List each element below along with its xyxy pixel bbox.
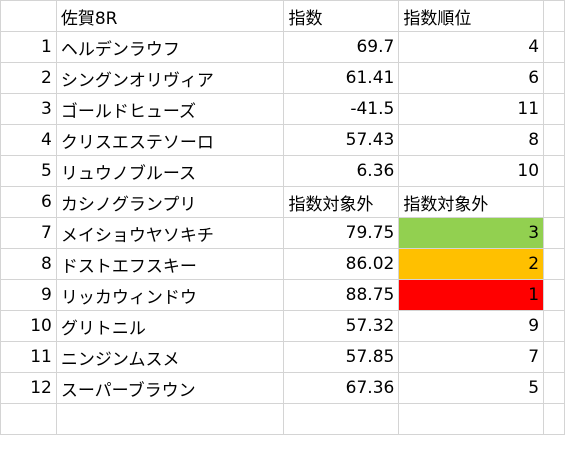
index-cell[interactable]: 57.43 <box>283 124 400 156</box>
row-number[interactable]: 3 <box>0 93 57 125</box>
index-cell[interactable]: 57.85 <box>283 341 400 373</box>
rank-cell[interactable]: 2 <box>398 248 545 280</box>
data-grid: 佐賀8R 指数 指数順位 1 ヘルデンラウフ 69.7 4 2 シングンオリヴィア 61.4… <box>0 0 565 435</box>
rank-cell[interactable]: 6 <box>398 62 545 94</box>
empty-cell[interactable] <box>543 124 565 156</box>
rank-cell[interactable]: 4 <box>398 31 545 63</box>
empty-cell[interactable] <box>543 93 565 125</box>
empty-cell[interactable] <box>543 248 565 280</box>
horse-name-cell[interactable]: クリスエステソーロ <box>55 124 285 156</box>
horse-name-cell[interactable]: メイショウヤソキチ <box>55 217 285 249</box>
empty-cell[interactable] <box>543 341 565 373</box>
empty-cell[interactable] <box>543 217 565 249</box>
rank-cell[interactable]: 9 <box>398 310 545 342</box>
rank-cell[interactable]: 3 <box>398 217 545 249</box>
empty-cell[interactable] <box>543 310 565 342</box>
row-number[interactable]: 6 <box>0 186 57 218</box>
horse-name-cell[interactable]: ニンジンムスメ <box>55 341 285 373</box>
row-number[interactable]: 1 <box>0 31 57 63</box>
table-row: 8 ドストエフスキー 86.02 2 <box>0 248 565 280</box>
header-row: 佐賀8R 指数 指数順位 <box>0 0 565 32</box>
index-cell[interactable]: 88.75 <box>283 279 400 311</box>
table-row: 7 メイショウヤソキチ 79.75 3 <box>0 217 565 249</box>
table-row: 4 クリスエステソーロ 57.43 8 <box>0 124 565 156</box>
rank-cell[interactable]: 7 <box>398 341 545 373</box>
empty-cell[interactable] <box>283 403 400 435</box>
rank-cell[interactable]: 11 <box>398 93 545 125</box>
empty-cell[interactable] <box>543 403 565 435</box>
empty-cell[interactable] <box>543 372 565 404</box>
header-race[interactable]: 佐賀8R <box>55 0 285 32</box>
index-cell[interactable]: 67.36 <box>283 372 400 404</box>
empty-cell[interactable] <box>543 31 565 63</box>
row-number[interactable]: 11 <box>0 341 57 373</box>
table-row: 3 ゴールドヒューズ -41.5 11 <box>0 93 565 125</box>
empty-cell[interactable] <box>543 279 565 311</box>
empty-cell[interactable] <box>543 155 565 187</box>
header-index[interactable]: 指数 <box>283 0 400 32</box>
table-row: 12 スーパーブラウン 67.36 5 <box>0 372 565 404</box>
index-cell[interactable]: 指数対象外 <box>283 186 400 218</box>
row-number[interactable]: 12 <box>0 372 57 404</box>
row-number[interactable]: 5 <box>0 155 57 187</box>
horse-name-cell[interactable]: リュウノブルース <box>55 155 285 187</box>
empty-cell[interactable] <box>543 0 565 32</box>
empty-cell[interactable] <box>55 403 285 435</box>
index-cell[interactable]: -41.5 <box>283 93 400 125</box>
rank-cell[interactable]: 5 <box>398 372 545 404</box>
horse-name-cell[interactable]: グリトニル <box>55 310 285 342</box>
trailing-row <box>0 403 565 435</box>
empty-cell[interactable] <box>543 186 565 218</box>
table-row: 6 カシノグランプリ 指数対象外 指数対象外 <box>0 186 565 218</box>
row-number[interactable]: 9 <box>0 279 57 311</box>
horse-name-cell[interactable]: スーパーブラウン <box>55 372 285 404</box>
row-number[interactable]: 7 <box>0 217 57 249</box>
index-cell[interactable]: 61.41 <box>283 62 400 94</box>
horse-name-cell[interactable]: カシノグランプリ <box>55 186 285 218</box>
row-number[interactable]: 2 <box>0 62 57 94</box>
empty-cell[interactable] <box>0 403 57 435</box>
empty-cell[interactable] <box>398 403 545 435</box>
header-rank[interactable]: 指数順位 <box>398 0 545 32</box>
index-cell[interactable]: 6.36 <box>283 155 400 187</box>
horse-name-cell[interactable]: シングンオリヴィア <box>55 62 285 94</box>
table-row: 2 シングンオリヴィア 61.41 6 <box>0 62 565 94</box>
table-row: 5 リュウノブルース 6.36 10 <box>0 155 565 187</box>
rank-cell[interactable]: 8 <box>398 124 545 156</box>
row-number[interactable]: 10 <box>0 310 57 342</box>
table-row: 10 グリトニル 57.32 9 <box>0 310 565 342</box>
horse-name-cell[interactable]: ゴールドヒューズ <box>55 93 285 125</box>
row-number[interactable]: 4 <box>0 124 57 156</box>
table-row: 1 ヘルデンラウフ 69.7 4 <box>0 31 565 63</box>
table-row: 11 ニンジンムスメ 57.85 7 <box>0 341 565 373</box>
index-cell[interactable]: 86.02 <box>283 248 400 280</box>
corner-cell[interactable] <box>0 0 57 32</box>
empty-cell[interactable] <box>543 62 565 94</box>
index-cell[interactable]: 69.7 <box>283 31 400 63</box>
horse-name-cell[interactable]: リッカウィンドウ <box>55 279 285 311</box>
index-cell[interactable]: 79.75 <box>283 217 400 249</box>
rank-cell[interactable]: 指数対象外 <box>398 186 545 218</box>
index-cell[interactable]: 57.32 <box>283 310 400 342</box>
rank-cell[interactable]: 10 <box>398 155 545 187</box>
table-row: 9 リッカウィンドウ 88.75 1 <box>0 279 565 311</box>
rank-cell[interactable]: 1 <box>398 279 545 311</box>
horse-name-cell[interactable]: ドストエフスキー <box>55 248 285 280</box>
row-number[interactable]: 8 <box>0 248 57 280</box>
horse-name-cell[interactable]: ヘルデンラウフ <box>55 31 285 63</box>
